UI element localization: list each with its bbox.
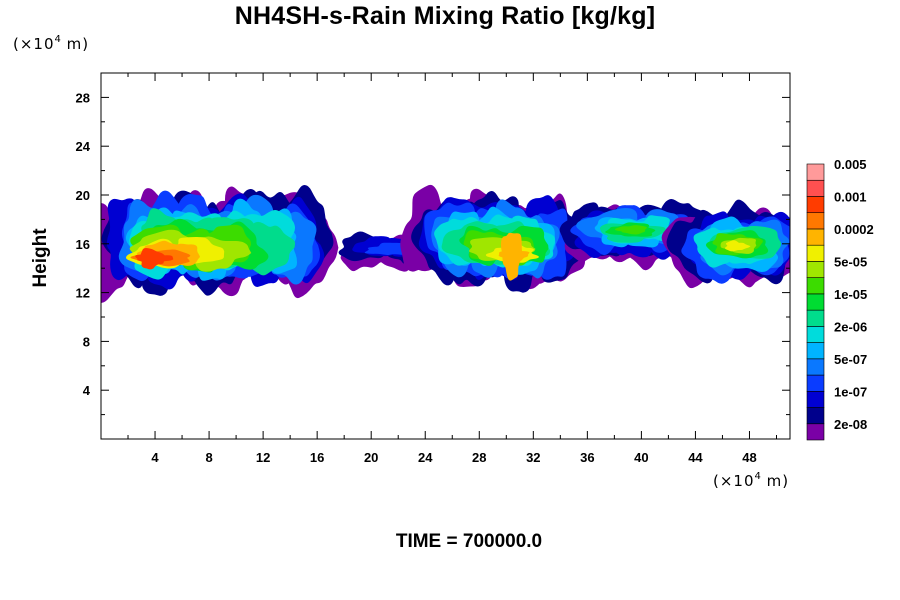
y-tick-label: 20 (76, 188, 90, 203)
colorbar-label: 0.0002 (834, 222, 874, 237)
chart-title: NH4SH-s-Rain Mixing Ratio [kg/kg] (234, 2, 656, 30)
colorbar-label: 5e-05 (834, 254, 867, 269)
colorbar-swatch (806, 293, 825, 311)
colorbar-swatch (806, 342, 825, 360)
colorbar-swatch (806, 179, 825, 197)
colorbar-label: 0.005 (834, 157, 867, 172)
plot-frame (100, 72, 791, 440)
colorbar-swatch (806, 277, 825, 295)
x-tick-label: 24 (418, 450, 433, 465)
contour-fill (724, 240, 751, 252)
x-axis: 4 8 12 16 20 24 28 32 36 40 44 48 (127, 73, 777, 465)
colorbar-label: 5e-07 (834, 352, 867, 367)
x-tick-label: 40 (634, 450, 648, 465)
colorbar-swatch (806, 358, 825, 376)
mixing-ratio-field (101, 184, 790, 303)
contour-fill (140, 247, 166, 270)
contour-fill (500, 232, 523, 281)
colorbar-label: 2e-08 (834, 417, 867, 432)
x-axis-unit: (×104 m) (713, 471, 790, 490)
x-tick-label: 4 (151, 450, 159, 465)
x-tick-label: 16 (310, 450, 324, 465)
x-tick-label: 36 (580, 450, 594, 465)
y-axis: 4 8 12 16 20 24 28 (76, 90, 790, 416)
colorbar-swatch (806, 228, 825, 246)
y-tick-label: 16 (76, 237, 90, 252)
y-tick-label: 8 (83, 334, 90, 349)
colorbar-swatch (806, 309, 825, 327)
y-tick-label: 4 (83, 383, 91, 398)
colorbar-label: 0.001 (834, 189, 867, 204)
x-tick-label: 28 (472, 450, 486, 465)
colorbar-label: 1e-07 (834, 384, 867, 399)
time-label: TIME = 700000.0 (395, 531, 543, 552)
x-tick-label: 20 (364, 450, 378, 465)
colorbar-swatch (806, 212, 825, 230)
x-tick-label: 32 (526, 450, 540, 465)
colorbar-swatch (806, 326, 825, 343)
contour-fill (614, 225, 647, 235)
y-axis-unit: (×104 m) (13, 34, 90, 53)
colorbar-label: 1e-05 (834, 287, 867, 302)
y-tick-label: 28 (76, 90, 90, 105)
colorbar-label: 2e-06 (834, 319, 867, 334)
x-tick-label: 8 (205, 450, 212, 465)
colorbar-swatch (806, 261, 825, 278)
colorbar: 2e-08 1e-07 5e-07 2e-06 1e-05 5e-05 0.0002 0.00… (806, 157, 874, 441)
y-tick-label: 12 (76, 286, 90, 301)
colorbar-swatch (806, 374, 825, 392)
colorbar-swatch (806, 244, 825, 262)
colorbar-swatch (806, 407, 825, 425)
colorbar-swatch (806, 390, 825, 408)
x-tick-label: 48 (742, 450, 756, 465)
colorbar-swatch (806, 163, 825, 181)
colorbar-swatch (806, 196, 825, 214)
x-tick-label: 44 (688, 450, 703, 465)
colorbar-swatch (806, 423, 825, 441)
x-tick-label: 12 (256, 450, 270, 465)
y-tick-label: 24 (76, 139, 91, 154)
